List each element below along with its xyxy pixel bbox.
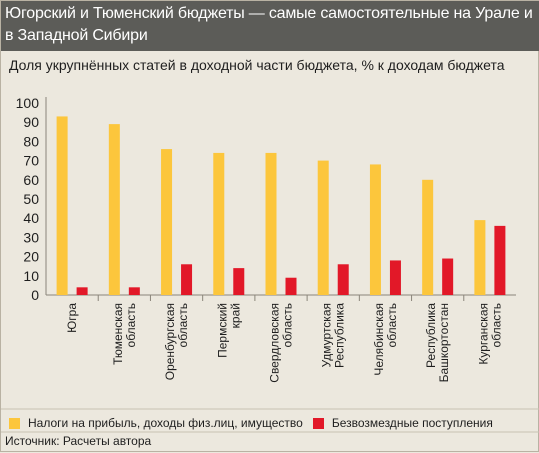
x-tick-label-line: Челябинская [372, 303, 386, 376]
chart-title: Югорский и Тюменский бюджеты — самые сам… [5, 5, 533, 44]
bar-transfers [442, 258, 454, 295]
x-tick-label-line: Башкортостан [437, 303, 451, 382]
x-tick-label-line: область [385, 303, 399, 347]
x-tick-label-line: Пермский [215, 303, 229, 358]
x-tick-label-line: область [124, 303, 138, 347]
y-tick-label: 40 [23, 210, 39, 226]
y-tick-label: 10 [23, 268, 39, 284]
x-tick-label: Курганская область [476, 303, 503, 365]
y-tick-label: 80 [23, 133, 39, 149]
bar-transfers [389, 260, 401, 295]
legend-item-transfers: Безвозмездные поступления [312, 416, 493, 430]
x-tick-label-line: область [176, 303, 190, 347]
chart-subtitle: Доля укрупнённых статей в доходной части… [9, 57, 505, 73]
bar-transfers [337, 264, 349, 295]
bar-taxes [265, 152, 277, 295]
bar-transfers [494, 225, 506, 295]
legend-item-taxes: Налоги на прибыль, доходы физ.лиц, имуще… [9, 416, 303, 430]
legend-swatch-transfers [312, 417, 324, 429]
source-note: Источник: Расчеты автора [5, 434, 152, 448]
x-tick-label-line: Тюменская [111, 303, 125, 365]
y-tick-label: 20 [23, 249, 39, 265]
y-tick-label: 0 [31, 287, 39, 303]
legend: Налоги на прибыль, доходы физ.лиц, имуще… [9, 415, 503, 431]
bar-taxes [213, 152, 225, 295]
x-tick-label: Челябинская область [372, 303, 399, 376]
x-tick-label: Пермский край [215, 303, 242, 358]
legend-swatch-taxes [9, 417, 20, 429]
x-tick-label-line: Удмуртская [320, 303, 334, 367]
x-tick-label: Свердловская область [268, 303, 295, 383]
bar-transfers [76, 287, 88, 295]
x-tick-label-line: край [228, 303, 242, 328]
x-tick-label-line: Республика [333, 303, 347, 368]
x-tick-label-line: Оренбургская [163, 303, 177, 380]
bar-taxes [422, 179, 434, 295]
x-tick-label: Удмуртская Республика [320, 303, 347, 368]
x-tick-label-line: Югра [65, 303, 79, 333]
bar-taxes [369, 164, 381, 295]
bar-taxes [474, 220, 486, 295]
x-tick-label: Оренбургская область [163, 303, 190, 380]
x-tick-label-line: область [281, 303, 295, 347]
bar-transfers [285, 277, 297, 295]
x-tick-label: Югра [65, 303, 79, 333]
x-tick-label: Республика Башкортостан [424, 303, 451, 383]
x-tick-label-line: область [489, 303, 503, 347]
y-tick-label: 60 [23, 172, 39, 188]
bar-taxes [56, 116, 68, 295]
x-tick-label: Тюменская область [111, 303, 138, 365]
title-bar: Югорский и Тюменский бюджеты — самые сам… [1, 1, 539, 51]
bar-transfers [233, 268, 245, 295]
bar-taxes [317, 160, 329, 295]
y-tick-label: 50 [23, 191, 39, 207]
bar-taxes [161, 149, 173, 295]
bar-taxes [108, 124, 120, 296]
y-tick-label: 70 [23, 153, 39, 169]
y-tick-label: 30 [23, 229, 39, 245]
bar-transfers [181, 264, 193, 295]
x-tick-label-line: Свердловская [268, 303, 282, 383]
x-tick-label-line: Республика [424, 303, 438, 368]
y-tick-label: 100 [16, 95, 40, 111]
y-tick-label: 90 [23, 114, 39, 130]
x-tick-label-line: Курганская [476, 303, 490, 365]
legend-label-transfers: Безвозмездные поступления [331, 416, 493, 430]
legend-label-taxes: Налоги на прибыль, доходы физ.лиц, имуще… [28, 416, 303, 430]
bar-transfers [128, 287, 140, 295]
